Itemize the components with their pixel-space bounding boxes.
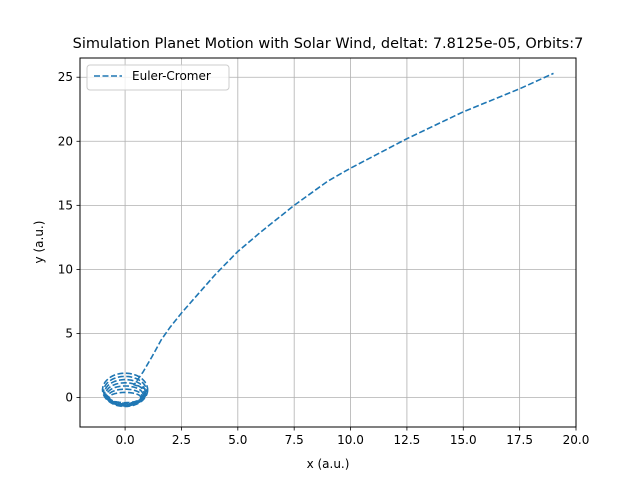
x-tick-label: 7.5	[285, 433, 304, 447]
chart-title: Simulation Planet Motion with Solar Wind…	[73, 36, 584, 52]
x-tick-label: 15.0	[450, 433, 477, 447]
x-axis-label: x (a.u.)	[307, 457, 350, 471]
plot-area	[80, 58, 576, 427]
x-tick-label: 17.5	[506, 433, 533, 447]
x-tick-label: 5.0	[228, 433, 247, 447]
x-tick-label: 0.0	[116, 433, 135, 447]
y-tick-label: 20	[58, 134, 73, 148]
y-axis-ticks: 0 5 10 15 20 25	[58, 70, 80, 405]
series-layer	[101, 72, 554, 408]
x-tick-label: 12.5	[394, 433, 421, 447]
y-tick-label: 15	[58, 198, 73, 212]
legend-box	[86, 64, 230, 91]
y-tick-label: 25	[58, 70, 73, 84]
plot-frame	[79, 57, 577, 428]
x-tick-label: 20.0	[563, 433, 590, 447]
x-tick-label: 2.5	[172, 433, 191, 447]
legend-label-euler-cromer: Euler-Cromer	[132, 69, 211, 83]
y-axis-label: y (a.u.)	[32, 221, 46, 264]
legend: Euler-Cromer	[86, 64, 230, 91]
y-tick-label: 0	[65, 391, 73, 405]
y-tick-label: 5	[65, 326, 73, 340]
x-axis-ticks: 0.0 2.5 5.0 7.5 10.0 12.5 15.0 17.5 20.0	[116, 427, 590, 447]
series-line-euler-cromer	[101, 72, 554, 408]
y-tick-label: 10	[58, 262, 73, 276]
x-tick-label: 10.0	[337, 433, 364, 447]
